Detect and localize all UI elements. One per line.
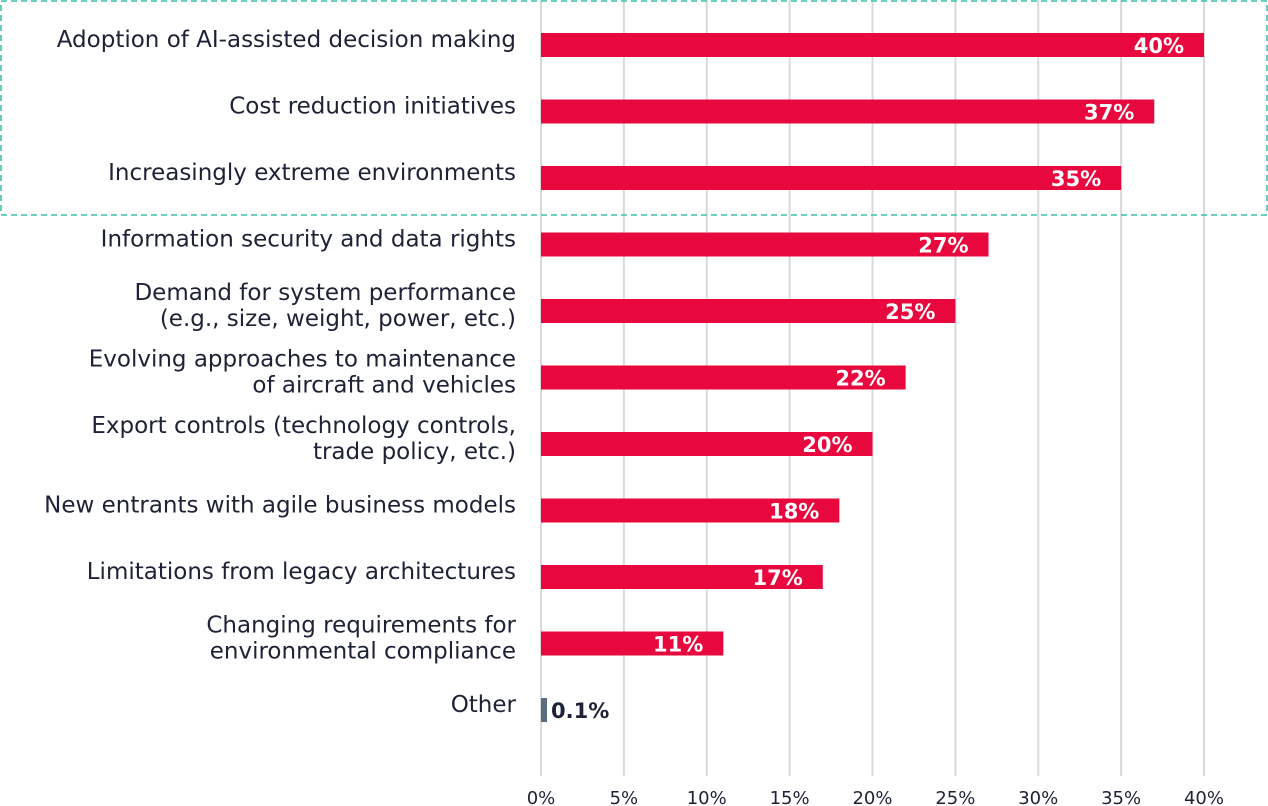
category-label: Changing requirements for environmental c… [206, 613, 516, 665]
bar [541, 698, 547, 722]
bar [541, 99, 1155, 124]
category-label: Increasingly extreme environments [108, 160, 516, 186]
bar [541, 432, 873, 456]
bar [541, 232, 989, 257]
x-tick-label: 30% [1018, 788, 1058, 806]
x-tick-label: 25% [935, 788, 975, 806]
category-label-line: Information security and data rights [101, 227, 516, 253]
category-label-line: Demand for system performance [134, 280, 516, 306]
category-label-line: Limitations from legacy architectures [87, 559, 516, 585]
value-label: 37% [1084, 101, 1134, 125]
category-label: Cost reduction initiatives [229, 94, 516, 120]
category-label-line: trade policy, etc.) [313, 439, 516, 465]
value-label: 17% [753, 566, 803, 590]
category-label-line: Cost reduction initiatives [229, 94, 516, 120]
x-tick-label: 35% [1101, 788, 1141, 806]
x-tick-label: 10% [687, 788, 727, 806]
x-axis-ticks: 0% 5% 10% 15% 20% 25% 30% 35% 40% [527, 788, 1224, 806]
value-label: 40% [1134, 34, 1184, 58]
category-label-line: Export controls (technology controls, [91, 413, 516, 439]
category-label: Information security and data rights [101, 227, 516, 253]
category-label: Demand for system performance (e.g., size… [134, 280, 516, 332]
category-label-line: Increasingly extreme environments [108, 160, 516, 186]
bars: 40% 37% 35% 27% 25% 22% 20% 18% 17% 11% 0.1% [541, 33, 1204, 723]
x-tick-label: 5% [610, 788, 639, 806]
x-tick-label: 0% [527, 788, 556, 806]
bar [541, 33, 1204, 57]
category-label-line: New entrants with agile business models [44, 493, 516, 519]
value-label: 20% [802, 433, 852, 457]
value-label: 0.1% [551, 699, 609, 723]
value-label: 11% [653, 633, 703, 657]
category-label-line: environmental compliance [210, 639, 516, 665]
value-label: 35% [1051, 167, 1101, 191]
x-tick-label: 20% [852, 788, 892, 806]
category-label: Other [451, 692, 517, 718]
bar [541, 365, 906, 390]
category-label-line: (e.g., size, weight, power, etc.) [160, 306, 516, 332]
category-label: New entrants with agile business models [44, 493, 516, 519]
category-label-line: Changing requirements for [206, 613, 516, 639]
bar [541, 299, 956, 323]
category-label: Adoption of AI-assisted decision making [57, 27, 516, 53]
value-label: 18% [769, 500, 819, 524]
bar [541, 166, 1122, 190]
value-label: 25% [885, 300, 935, 324]
x-tick-label: 15% [770, 788, 810, 806]
category-label: Limitations from legacy architectures [87, 559, 516, 585]
bar [541, 498, 840, 523]
category-labels: Adoption of AI-assisted decision making C… [44, 27, 516, 718]
value-label: 27% [918, 234, 968, 258]
category-label: Evolving approaches to maintenance of air… [89, 347, 516, 399]
category-label-line: Evolving approaches to maintenance [89, 347, 516, 373]
highlight-box [0, 0, 1268, 216]
category-label-line: Other [451, 692, 517, 718]
category-label-line: of aircraft and vehicles [252, 373, 516, 399]
category-label-line: Adoption of AI-assisted decision making [57, 27, 516, 53]
bar [541, 631, 724, 656]
bar [541, 565, 823, 589]
category-label: Export controls (technology controls, tra… [91, 413, 516, 465]
x-tick-label: 40% [1184, 788, 1224, 806]
value-label: 22% [835, 367, 885, 391]
